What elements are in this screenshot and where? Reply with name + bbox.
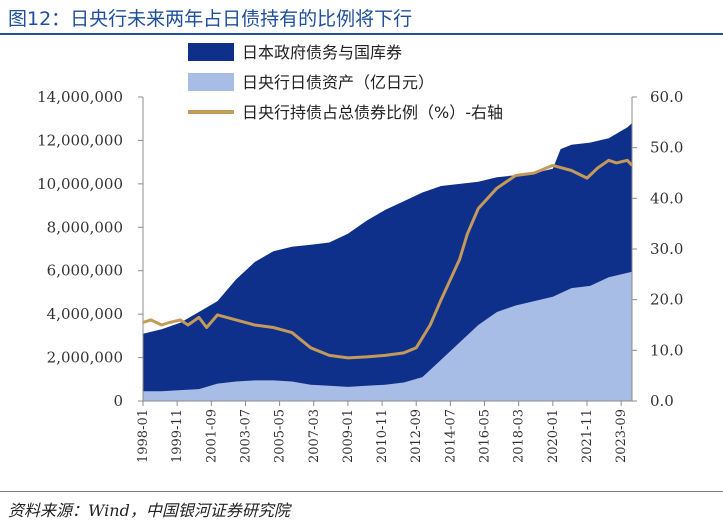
y-left-ticks: 0 2,000,000 4,000,000 6,000,000 8,000,000 10,… [37,88,143,410]
x-tick-label: 1999-11 [170,409,185,463]
y-right-tick-label: 50.0 [650,139,683,157]
x-tick-label: 2014-07 [443,409,458,463]
y-left-tick-label: 2,000,000 [47,349,123,367]
source-rule [0,491,723,492]
x-tick-label: 2023-09 [614,409,629,463]
x-ticks: 1998-01 1999-11 2001-09 2003-07 2005-05 2007-… [136,401,629,463]
chart: 0 2,000,000 4,000,000 6,000,000 8,000,000 10,… [37,43,683,463]
y-right-tick-label: 20.0 [650,291,683,309]
legend: 日本政府债务与国库券 日央行日债资产（亿日元） 日央行持债占总债券比例（%）-右… [188,43,503,122]
legend-label-total: 日本政府债务与国库券 [242,43,402,62]
x-tick-label: 2020-01 [546,409,561,463]
y-right-tick-label: 30.0 [650,240,683,258]
x-tick-label: 2018-03 [512,409,527,463]
legend-swatch-boj [188,73,234,91]
x-tick-label: 2016-05 [478,409,493,463]
y-left-tick-label: 4,000,000 [47,305,123,323]
y-left-tick-label: 10,000,000 [37,175,123,193]
source-note: 资料来源：Wind，中国银河证券研究院 [8,501,290,520]
y-left-tick-label: 14,000,000 [37,88,123,106]
x-tick-label: 2007-03 [307,409,322,463]
x-tick-label: 2003-07 [238,409,253,463]
legend-swatch-total [188,43,234,61]
x-tick-label: 2010-11 [375,409,390,463]
x-tick-label: 2012-09 [409,409,424,463]
y-right-tick-label: 60.0 [650,88,683,106]
legend-label-boj: 日央行日债资产（亿日元） [242,73,434,92]
legend-label-ratio: 日央行持债占总债券比例（%）-右轴 [242,103,503,122]
y-right-tick-label: 40.0 [650,189,683,207]
x-tick-label: 2005-05 [273,409,288,463]
y-left-tick-label: 12,000,000 [37,131,123,149]
y-right-tick-label: 10.0 [650,341,683,359]
area-layer [143,123,632,401]
line-boj-share [142,158,634,360]
ratio-layer [142,158,634,360]
y-left-tick-label: 8,000,000 [47,218,123,236]
x-tick-label: 2009-01 [341,409,356,463]
x-tick-label: 1998-01 [136,409,151,463]
x-tick-label: 2021-11 [580,409,595,463]
y-left-tick-label: 6,000,000 [47,262,123,280]
area-boj-holdings [143,271,632,401]
y-right-ticks: 0.0 10.0 20.0 30.0 40.0 50.0 60.0 [632,88,683,410]
y-right-tick-label: 0.0 [650,392,674,410]
title-rule [0,33,723,35]
y-left-tick-label: 0 [113,392,123,410]
chart-title: 图12：日央行未来两年占日债持有的比例将下行 [8,8,413,30]
x-tick-label: 2001-09 [204,409,219,463]
